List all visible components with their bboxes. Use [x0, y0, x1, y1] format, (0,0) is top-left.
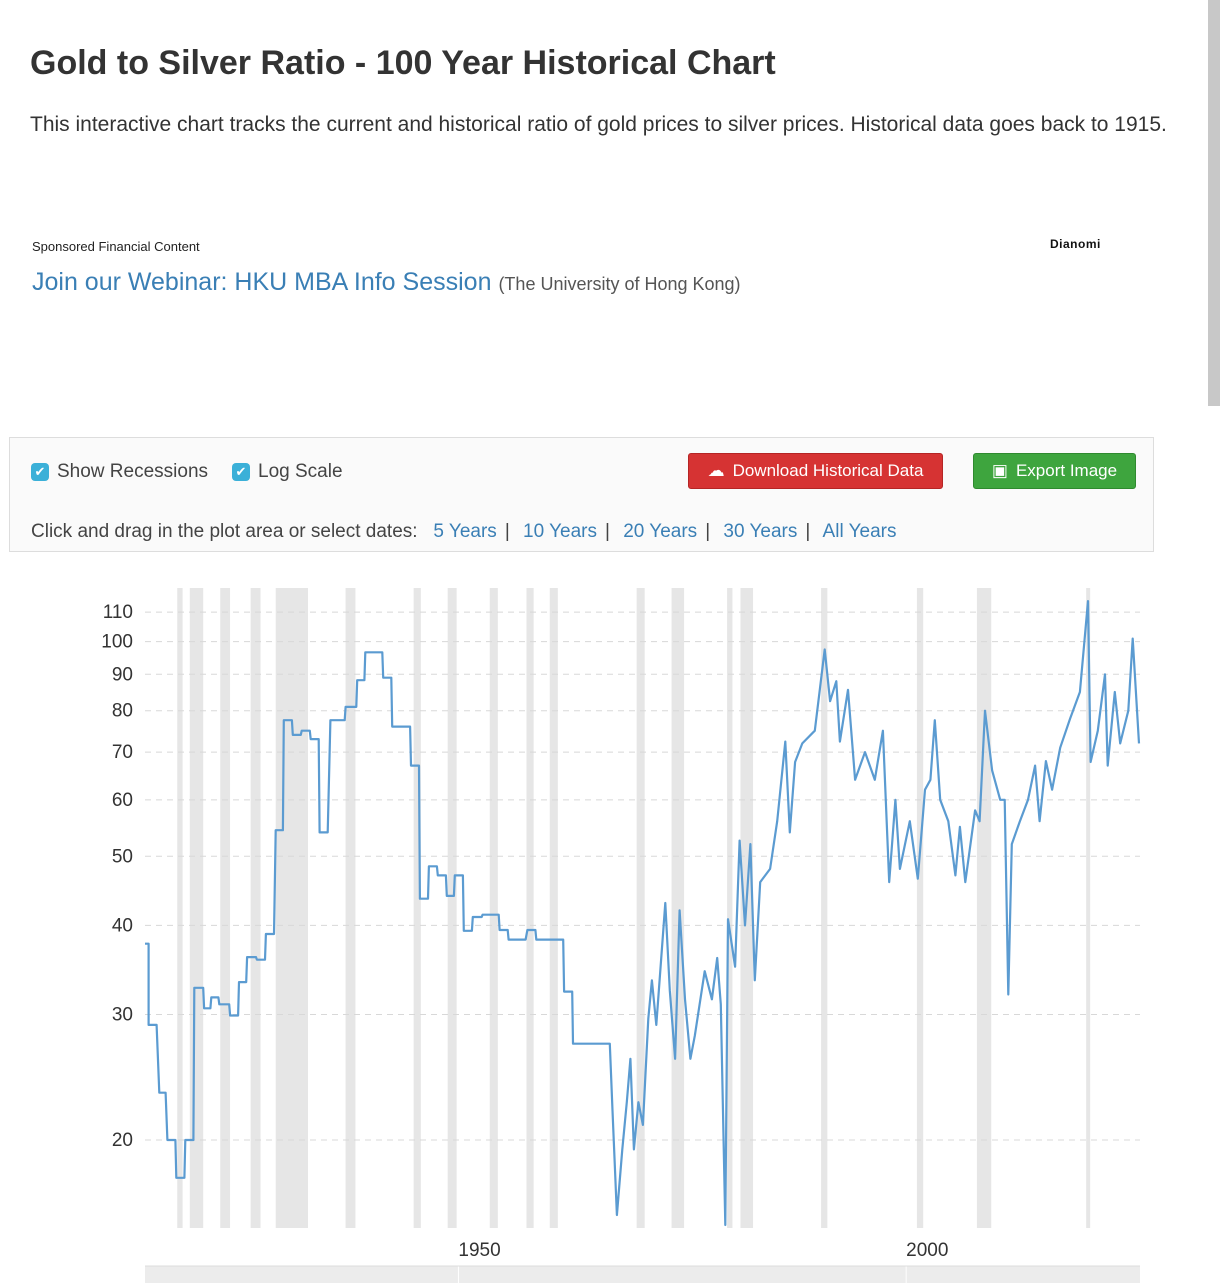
series-line: [145, 599, 1141, 1227]
chart-controls: ✔ Show Recessions ✔ Log Scale ☁ Download Hi…: [9, 437, 1154, 552]
date-range-selector: Click and drag in the plot area or selec…: [31, 521, 897, 542]
image-icon: ▣: [991, 461, 1008, 480]
recession-band: [177, 588, 183, 1228]
range-10-years[interactable]: 10 Years: [523, 521, 597, 542]
page-title: Gold to Silver Ratio - 100 Year Historic…: [30, 44, 776, 82]
y-tick-label: 100: [101, 632, 133, 653]
dates-prompt: Click and drag in the plot area or selec…: [31, 521, 418, 542]
recession-band: [275, 588, 308, 1228]
ad-source: (The University of Hong Kong): [498, 274, 741, 294]
recession-band: [250, 588, 261, 1228]
export-label: Export Image: [1015, 461, 1118, 480]
recession-band: [345, 588, 356, 1228]
y-tick-label: 80: [112, 701, 133, 722]
range-all-years[interactable]: All Years: [822, 521, 897, 542]
ratio-chart[interactable]: 20 30 40 50 60 70 80 90 100 110 1950 2000: [0, 560, 1220, 1283]
range-20-years[interactable]: 20 Years: [623, 521, 698, 542]
show-recessions-label: Show Recessions: [57, 461, 209, 482]
page-scrollbar[interactable]: [1208, 0, 1220, 406]
sponsored-label: Sponsored Financial Content: [32, 239, 200, 254]
show-recessions-checkbox[interactable]: ✔ Show Recessions: [31, 461, 208, 483]
y-tick-label: 110: [103, 602, 133, 623]
y-tick-label: 70: [112, 742, 133, 763]
recession-band: [821, 588, 828, 1228]
x-tick-label: 2000: [906, 1240, 948, 1261]
checkmark-icon: ✔: [31, 463, 49, 481]
recession-band: [189, 588, 204, 1228]
recession-band: [447, 588, 457, 1228]
y-tick-label: 40: [112, 915, 133, 936]
download-label: Download Historical Data: [732, 461, 924, 480]
log-scale-checkbox[interactable]: ✔ Log Scale: [232, 461, 343, 483]
recession-band: [1086, 588, 1091, 1228]
cloud-download-icon: ☁: [707, 461, 725, 480]
recession-band: [413, 588, 421, 1228]
checkmark-icon: ✔: [232, 463, 250, 481]
recession-band: [526, 588, 534, 1228]
recession-band: [976, 588, 992, 1228]
range-30-years[interactable]: 30 Years: [723, 521, 798, 542]
x-tick-label: 1950: [458, 1240, 500, 1261]
recession-band: [916, 588, 924, 1228]
recession-band: [220, 588, 231, 1228]
y-tick-label: 90: [112, 664, 133, 685]
recession-band: [671, 588, 685, 1228]
y-tick-label: 30: [112, 1004, 133, 1025]
page-description: This interactive chart tracks the curren…: [30, 113, 1167, 136]
log-scale-label: Log Scale: [258, 461, 343, 482]
ad-link[interactable]: Join our Webinar: HKU MBA Info Session: [32, 268, 492, 296]
navigator[interactable]: [145, 1266, 1140, 1283]
y-tick-label: 20: [112, 1130, 133, 1151]
export-image-button[interactable]: ▣ Export Image: [973, 453, 1136, 489]
sponsored-ad[interactable]: Join our Webinar: HKU MBA Info Session (…: [32, 268, 741, 297]
recession-band: [636, 588, 645, 1228]
y-tick-label: 50: [112, 846, 133, 867]
recession-band: [549, 588, 558, 1228]
dianomi-logo[interactable]: Dianomi: [1050, 237, 1101, 251]
recession-band: [489, 588, 498, 1228]
y-tick-label: 60: [112, 790, 133, 811]
download-historical-data-button[interactable]: ☁ Download Historical Data: [688, 453, 943, 489]
range-5-years[interactable]: 5 Years: [433, 521, 497, 542]
recession-band: [727, 588, 733, 1228]
